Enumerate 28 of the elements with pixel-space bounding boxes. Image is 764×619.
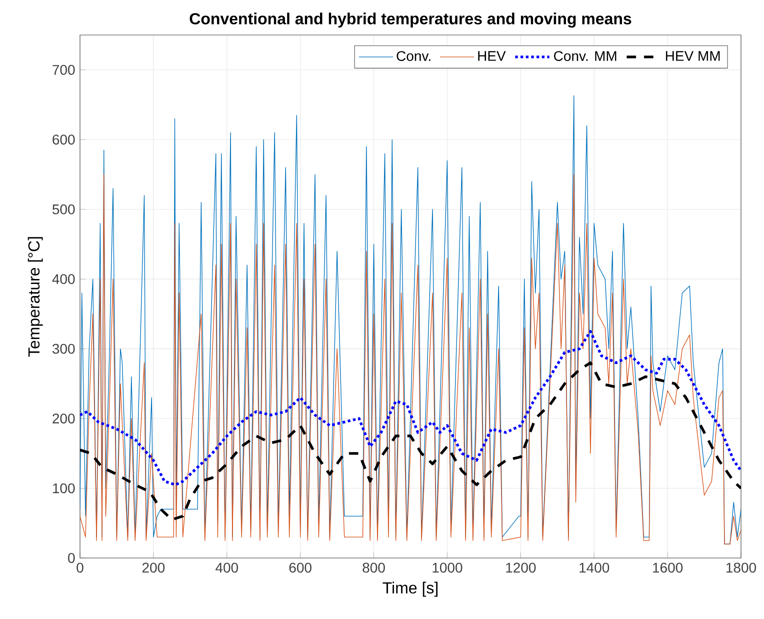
y-tick-label: 100 <box>53 483 75 494</box>
legend-label: Conv. <box>396 51 430 61</box>
x-tick-label: 1600 <box>653 562 683 573</box>
y-tick-label: 200 <box>52 414 75 424</box>
y-axis-title: Temperature [°C] <box>28 237 43 357</box>
y-tick-label: 600 <box>52 134 75 145</box>
legend-label: HEV MM <box>666 51 720 61</box>
x-tick-label: 1800 <box>726 562 756 573</box>
x-tick-label: 400 <box>216 562 238 573</box>
x-tick-label: 0 <box>76 562 84 573</box>
line-series <box>80 174 742 544</box>
y-tick-label: 700 <box>52 64 75 75</box>
legend-label: Conv. MM <box>554 51 616 61</box>
x-tick-label: 1200 <box>506 562 536 573</box>
y-tick-label: 500 <box>52 204 75 214</box>
chart-title: Conventional and hybrid temperatures and moving means <box>190 12 632 28</box>
legend-label: HEV <box>478 51 506 61</box>
y-tick-label: 0 <box>68 553 75 563</box>
line-series <box>80 361 742 521</box>
x-axis-title: Time [s] <box>382 582 438 597</box>
y-tick-label: 300 <box>52 344 75 354</box>
x-tick-label: 1400 <box>580 562 610 573</box>
y-tick-label: 400 <box>52 274 75 284</box>
x-tick-label: 600 <box>289 562 312 573</box>
x-tick-label: 800 <box>362 562 385 573</box>
x-tick-label: 200 <box>142 562 165 573</box>
line-series <box>80 330 742 486</box>
x-tick-label: 1000 <box>432 562 462 573</box>
